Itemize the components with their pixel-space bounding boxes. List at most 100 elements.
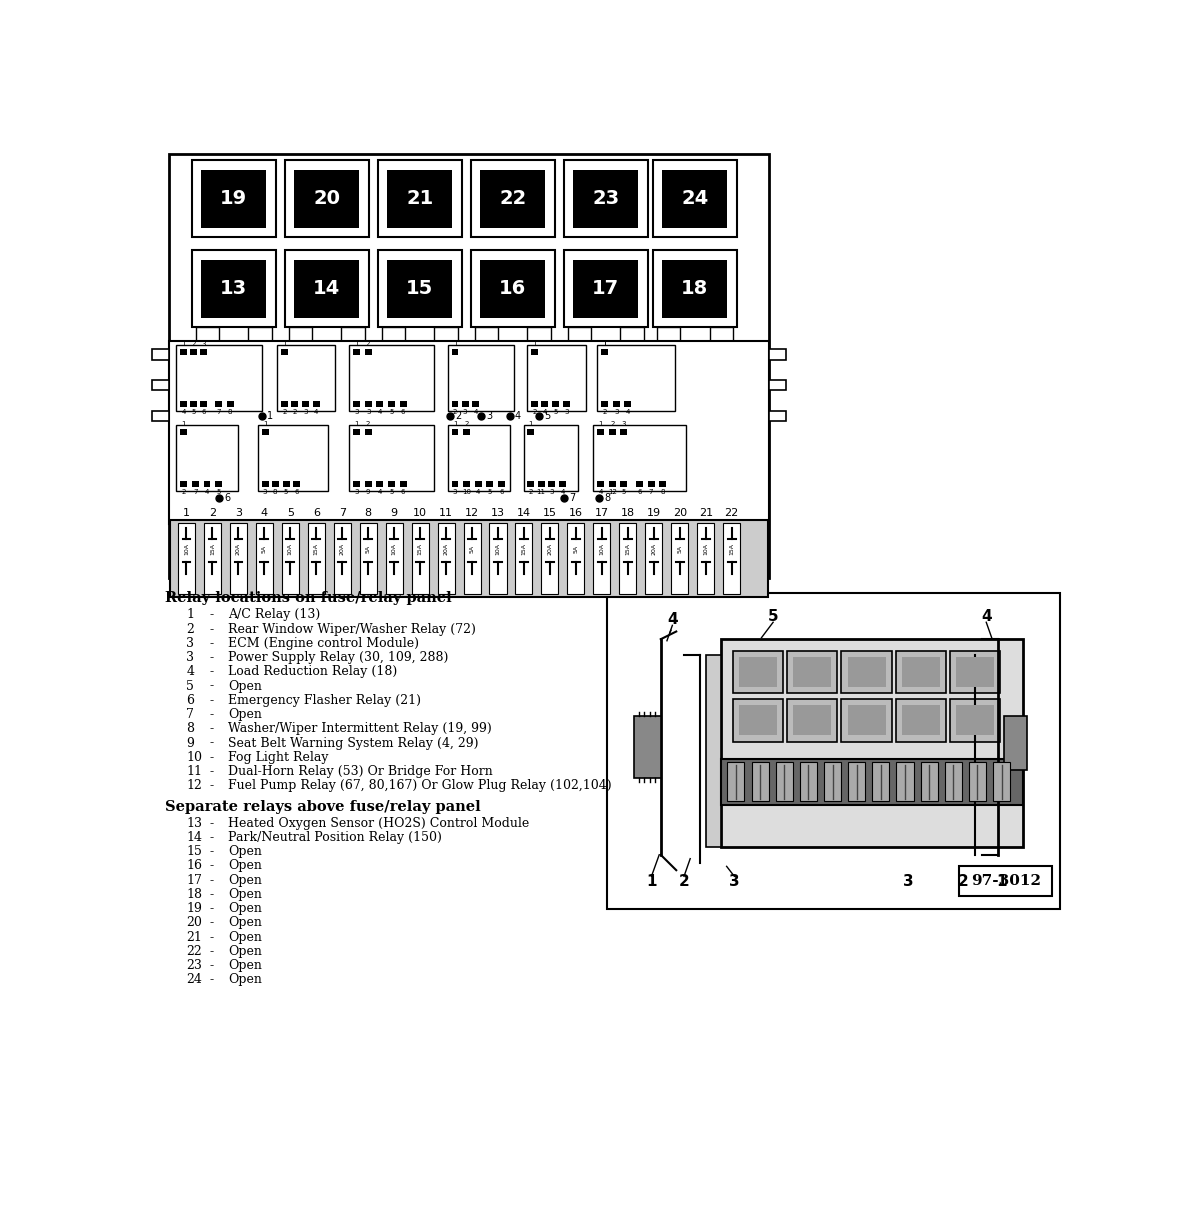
Text: 8: 8 xyxy=(186,722,195,736)
Text: 3: 3 xyxy=(453,489,457,495)
Bar xyxy=(480,260,546,318)
Text: Open: Open xyxy=(228,959,263,972)
Text: 6: 6 xyxy=(186,694,195,706)
Bar xyxy=(993,762,1010,800)
Text: 3: 3 xyxy=(614,409,618,415)
Text: 15A: 15A xyxy=(626,543,630,555)
Bar xyxy=(294,260,359,318)
Bar xyxy=(956,656,993,687)
Text: 20A: 20A xyxy=(340,543,345,555)
Text: 10A: 10A xyxy=(392,543,396,555)
Text: 8: 8 xyxy=(660,489,665,495)
Text: 10A: 10A xyxy=(184,543,189,555)
Bar xyxy=(498,481,505,487)
Bar xyxy=(559,481,566,487)
Text: 3: 3 xyxy=(235,508,242,517)
Bar xyxy=(400,481,406,487)
Text: 22: 22 xyxy=(725,508,739,517)
Text: 24: 24 xyxy=(682,189,708,209)
Bar xyxy=(739,705,777,736)
Bar xyxy=(201,170,266,228)
Text: 2: 2 xyxy=(453,409,457,415)
Bar xyxy=(435,327,457,342)
Bar xyxy=(281,400,288,406)
Bar xyxy=(353,429,361,436)
Bar xyxy=(377,160,462,237)
Bar xyxy=(227,400,234,406)
Bar xyxy=(842,699,892,742)
Text: 2: 2 xyxy=(282,409,287,415)
Text: 15A: 15A xyxy=(730,543,734,555)
Bar xyxy=(473,400,480,406)
Bar xyxy=(531,400,538,406)
Bar xyxy=(624,400,632,406)
Text: -: - xyxy=(210,665,214,678)
Bar xyxy=(463,429,470,436)
Text: 1: 1 xyxy=(529,421,534,427)
Bar xyxy=(944,762,962,800)
Text: -: - xyxy=(210,737,214,749)
Text: 7: 7 xyxy=(216,409,221,415)
Text: 4: 4 xyxy=(205,489,209,495)
Text: 2: 2 xyxy=(367,340,370,346)
Text: 2: 2 xyxy=(181,489,186,495)
Text: 17: 17 xyxy=(186,874,202,887)
Text: -: - xyxy=(210,831,214,844)
Text: 8: 8 xyxy=(364,508,371,517)
Bar xyxy=(621,481,627,487)
Bar xyxy=(201,349,208,355)
Text: 21: 21 xyxy=(698,508,713,517)
Text: 4: 4 xyxy=(314,409,319,415)
Text: 22: 22 xyxy=(499,189,527,209)
Text: 12: 12 xyxy=(464,508,479,517)
Text: 2: 2 xyxy=(678,875,689,889)
Bar xyxy=(387,260,453,318)
Bar xyxy=(359,523,377,594)
Bar xyxy=(463,523,480,594)
Text: 23: 23 xyxy=(186,959,202,972)
Text: 5: 5 xyxy=(389,489,394,495)
Text: -: - xyxy=(210,902,214,915)
Text: 4: 4 xyxy=(476,489,480,495)
Bar xyxy=(490,523,506,594)
Bar xyxy=(721,639,1023,847)
Bar xyxy=(152,379,168,390)
Text: 3: 3 xyxy=(463,409,467,415)
Bar xyxy=(787,650,837,693)
Text: Open: Open xyxy=(228,845,263,858)
Bar xyxy=(277,345,336,410)
Bar xyxy=(645,523,663,594)
Text: -: - xyxy=(210,816,214,830)
Bar xyxy=(258,425,327,490)
Bar xyxy=(201,400,208,406)
Text: 5A: 5A xyxy=(261,545,266,553)
Text: Open: Open xyxy=(228,916,263,930)
Bar xyxy=(486,481,493,487)
Bar xyxy=(376,400,383,406)
Bar xyxy=(261,481,269,487)
Bar xyxy=(302,400,309,406)
Text: ECM (Engine control Module): ECM (Engine control Module) xyxy=(228,637,419,650)
Bar xyxy=(647,481,654,487)
Text: 9: 9 xyxy=(186,737,195,749)
Text: 1: 1 xyxy=(181,421,186,427)
Bar xyxy=(177,345,261,410)
Text: Open: Open xyxy=(228,902,263,915)
Bar xyxy=(282,523,298,594)
Text: 5: 5 xyxy=(768,609,778,623)
Text: 15A: 15A xyxy=(418,543,423,555)
Text: Open: Open xyxy=(228,859,263,872)
Bar xyxy=(364,481,371,487)
Bar xyxy=(463,481,470,487)
Bar xyxy=(901,705,940,736)
Bar xyxy=(921,762,937,800)
Bar xyxy=(848,762,866,800)
Text: 4: 4 xyxy=(560,489,565,495)
Bar xyxy=(353,349,361,355)
Bar xyxy=(313,400,320,406)
Bar xyxy=(769,379,787,390)
Text: 6: 6 xyxy=(499,489,504,495)
Bar xyxy=(190,349,197,355)
Text: 1: 1 xyxy=(282,340,287,346)
Text: 24: 24 xyxy=(186,974,202,987)
